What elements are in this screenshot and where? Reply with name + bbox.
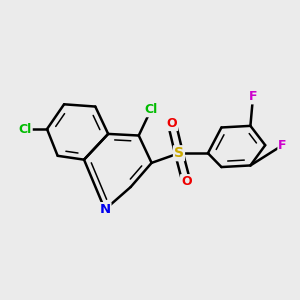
Text: Cl: Cl	[144, 103, 158, 116]
Text: Cl: Cl	[19, 123, 32, 136]
Text: O: O	[181, 175, 192, 188]
Text: F: F	[278, 139, 287, 152]
Text: F: F	[249, 90, 257, 104]
Text: O: O	[167, 117, 177, 130]
Text: N: N	[99, 203, 110, 216]
Text: S: S	[174, 146, 184, 160]
